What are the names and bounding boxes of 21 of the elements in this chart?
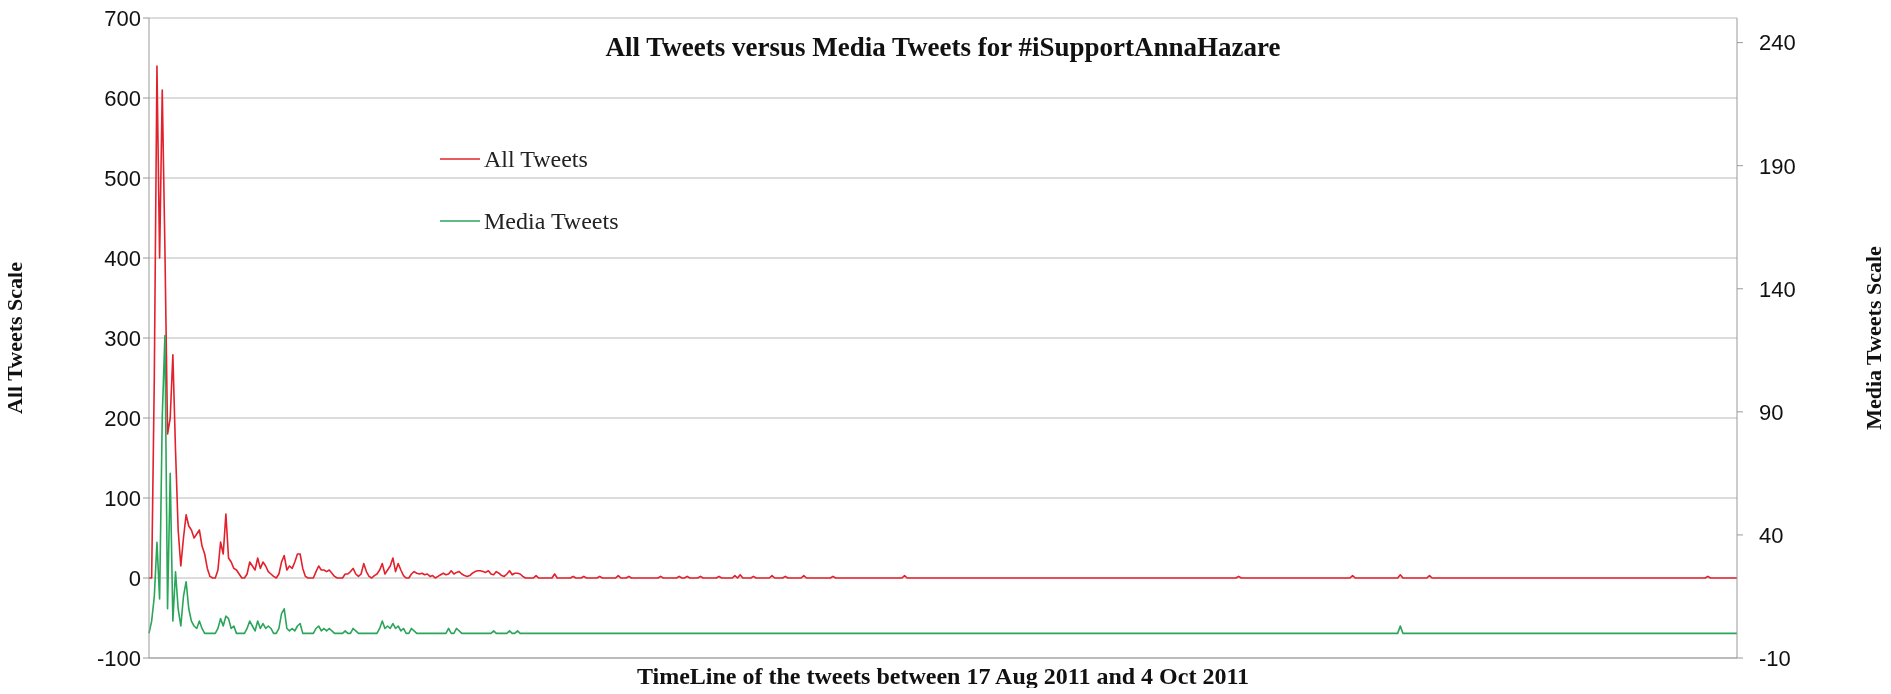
line-series [148,65,1738,579]
y2-axis-title: Media Tweets Scale [1860,245,1886,430]
y2-tick-label: -10 [1759,645,1791,671]
line-series [148,334,1738,635]
y2-tick-label: 240 [1759,30,1796,56]
y2-tick-label: 140 [1759,276,1796,302]
y-tick-label: 400 [104,245,141,271]
y-tick-label: 600 [104,85,141,111]
y-tick-label: -100 [96,645,141,671]
y-tick-label: 100 [104,485,141,511]
legend-label: All Tweets [484,145,588,173]
y-tick-label: 300 [104,325,141,351]
y2-tick-label: 190 [1759,153,1796,179]
y-tick-label: 0 [128,565,141,591]
y-tick-label: 200 [104,405,141,431]
y-tick-label: 500 [104,165,141,191]
legend-label: Media Tweets [484,207,619,235]
text: All Tweets versus Media Tweets for #iSupportAnnaHazare [604,32,1282,63]
y-tick-label: 700 [104,5,141,31]
y2-tick-label: 40 [1759,522,1784,548]
y2-tick-label: 90 [1759,399,1784,425]
